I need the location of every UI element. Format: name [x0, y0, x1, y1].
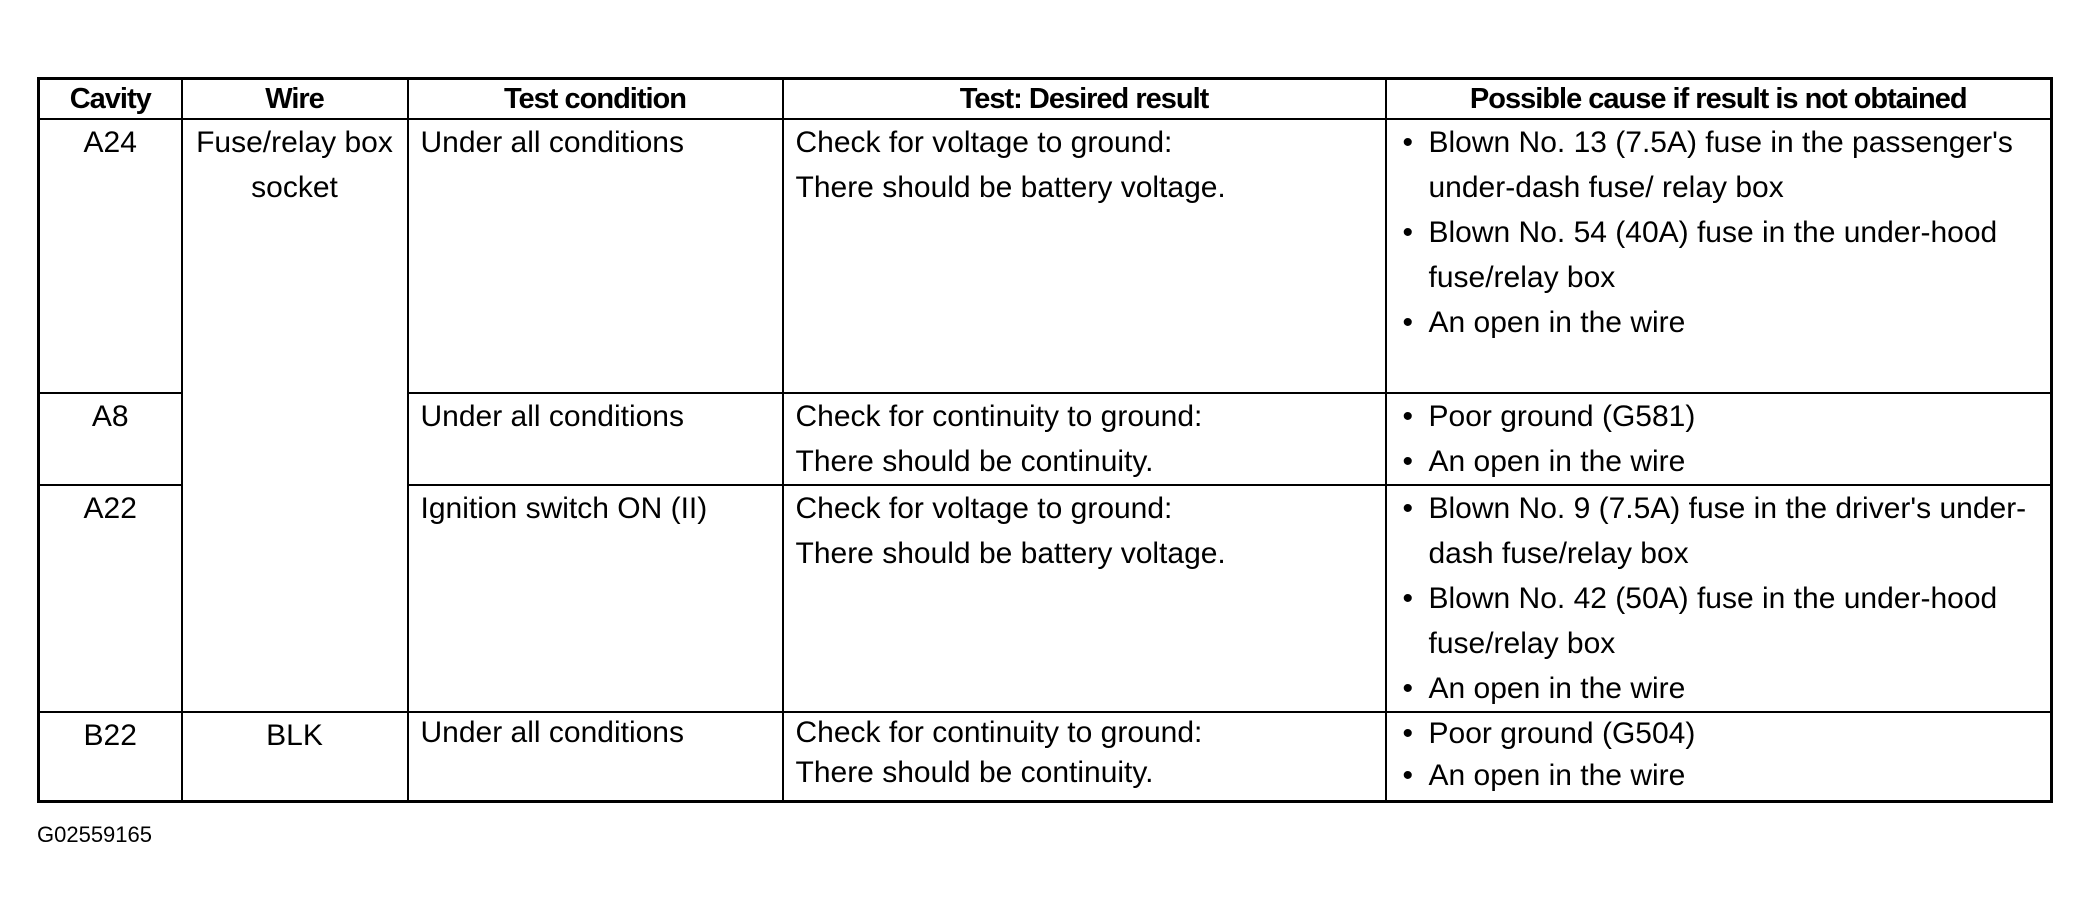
table-row: A8 Under all conditions Check for contin… — [37, 392, 2053, 486]
result-line: Check for voltage to ground: — [795, 492, 1173, 525]
table-row: B22 BLK Under all conditions Check for c… — [37, 711, 2053, 802]
cavity-cell: A8 — [37, 392, 183, 486]
cause-item: An open in the wire — [1399, 755, 2039, 797]
cause-cell: Poor ground (G581) An open in the wire — [1384, 392, 2053, 486]
cause-cell: Blown No. 9 (7.5A) fuse in the driver's … — [1384, 484, 2053, 713]
cavity-cell: A24 — [37, 118, 183, 394]
wire-cell: Fuse/relay box socket — [180, 118, 409, 713]
header-row: Cavity Wire Test condition Test: Desired… — [37, 77, 2053, 120]
header-cavity: Cavity — [37, 77, 183, 120]
cause-item: Blown No. 42 (50A) fuse in the under-hoo… — [1399, 576, 2039, 666]
condition-cell: Under all conditions — [406, 392, 784, 486]
result-line: Check for continuity to ground: — [795, 716, 1203, 749]
cause-item: Blown No. 9 (7.5A) fuse in the driver's … — [1399, 486, 2039, 576]
cause-item: An open in the wire — [1399, 300, 2039, 345]
header-wire: Wire — [180, 77, 409, 120]
condition-cell: Under all conditions — [406, 711, 784, 802]
result-line: There should be battery voltage. — [795, 537, 1226, 570]
cause-item: Poor ground (G581) — [1399, 394, 2039, 439]
result-line: There should be continuity. — [795, 756, 1154, 789]
cause-item: Blown No. 13 (7.5A) fuse in the passenge… — [1399, 120, 2039, 210]
table-row: A22 Ignition switch ON (II) Check for vo… — [37, 484, 2053, 713]
result-line: Check for voltage to ground: — [795, 126, 1173, 159]
header-possible-cause: Possible cause if result is not obtained — [1384, 77, 2053, 120]
result-line: There should be continuity. — [795, 445, 1154, 478]
result-line: Check for continuity to ground: — [795, 400, 1203, 433]
result-cell: Check for voltage to ground: There should… — [781, 484, 1387, 713]
cause-item: Blown No. 54 (40A) fuse in the under-hoo… — [1399, 210, 2039, 300]
cause-item: An open in the wire — [1399, 439, 2039, 484]
cause-item: Poor ground (G504) — [1399, 713, 2039, 755]
result-cell: Check for continuity to ground: There sho… — [781, 392, 1387, 486]
cavity-cell: A22 — [37, 484, 183, 713]
figure-id: G02559165 — [37, 822, 152, 847]
condition-cell: Under all conditions — [406, 118, 784, 394]
condition-cell: Ignition switch ON (II) — [406, 484, 784, 713]
header-desired-result: Test: Desired result — [781, 77, 1387, 120]
test-table: Cavity Wire Test condition Test: Desired… — [37, 77, 2053, 803]
table-row: A24 Fuse/relay box socket Under all cond… — [37, 118, 2053, 713]
result-line: There should be battery voltage. — [795, 171, 1226, 204]
cause-item: An open in the wire — [1399, 666, 2039, 711]
result-cell: Check for voltage to ground: There should… — [781, 118, 1387, 394]
result-cell: Check for continuity to ground: There sho… — [781, 711, 1387, 802]
cause-cell: Blown No. 13 (7.5A) fuse in the passenge… — [1384, 118, 2053, 394]
header-test-condition: Test condition — [406, 77, 784, 120]
cavity-cell: B22 — [37, 711, 183, 802]
wire-cell: BLK — [180, 711, 409, 802]
cause-cell: Poor ground (G504) An open in the wire — [1384, 711, 2053, 802]
